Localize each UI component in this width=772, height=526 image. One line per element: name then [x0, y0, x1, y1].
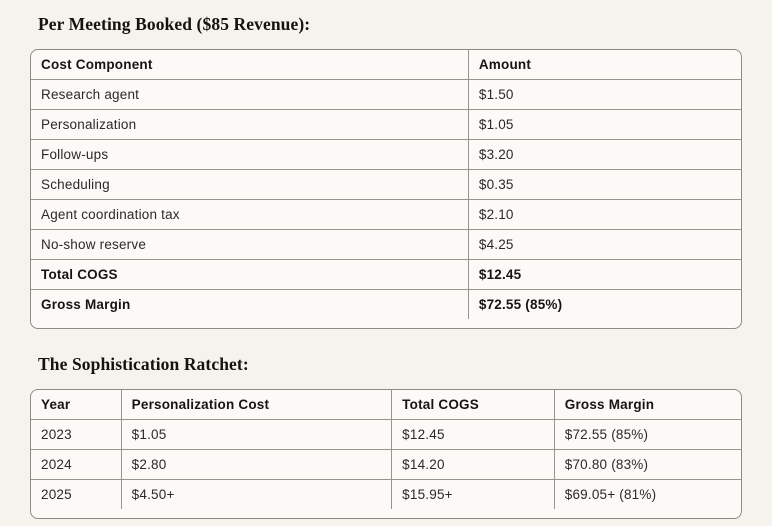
total-cogs-cell: $14.20 — [391, 449, 555, 480]
cost-breakdown-table-card: Cost Component Amount Research agent $1.… — [30, 49, 742, 329]
column-header-personalization-cost: Personalization Cost — [121, 390, 393, 420]
section-title-per-meeting-booked: Per Meeting Booked ($85 Revenue): — [38, 14, 311, 34]
amount-cell: $1.05 — [468, 109, 741, 140]
amount-cell: $1.50 — [468, 79, 741, 110]
cost-component-cell: Research agent — [31, 79, 469, 110]
column-header-year: Year — [31, 390, 122, 420]
cost-component-cell: Agent coordination tax — [31, 199, 469, 230]
sophistication-ratchet-table: Year Personalization Cost Total COGS Gro… — [31, 390, 741, 509]
amount-cell: $2.10 — [468, 199, 741, 230]
amount-cell: $0.35 — [468, 169, 741, 200]
table-row-2024: 2024 $2.80 $14.20 $70.80 (83%) — [31, 449, 741, 480]
table-row-total-cogs: Total COGS $12.45 — [31, 259, 741, 290]
total-cogs-cell: $12.45 — [391, 419, 555, 450]
column-header-total-cogs: Total COGS — [391, 390, 555, 420]
table-row: No-show reserve $4.25 — [31, 229, 741, 260]
year-cell: 2024 — [31, 449, 122, 480]
personalization-cost-cell: $4.50+ — [121, 479, 393, 509]
table-row-2023: 2023 $1.05 $12.45 $72.55 (85%) — [31, 419, 741, 450]
cost-component-cell: Total COGS — [31, 259, 469, 290]
table-row-gross-margin: Gross Margin $72.55 (85%) — [31, 289, 741, 319]
cost-breakdown-table: Cost Component Amount Research agent $1.… — [31, 50, 741, 319]
amount-cell: $12.45 — [468, 259, 741, 290]
table-row: Personalization $1.05 — [31, 109, 741, 140]
cost-component-cell: No-show reserve — [31, 229, 469, 260]
cost-component-cell: Personalization — [31, 109, 469, 140]
table-row: Research agent $1.50 — [31, 79, 741, 110]
table-row: Agent coordination tax $2.10 — [31, 199, 741, 230]
sophistication-ratchet-table-card: Year Personalization Cost Total COGS Gro… — [30, 389, 742, 519]
year-cell: 2025 — [31, 479, 122, 509]
gross-margin-cell: $70.80 (83%) — [554, 449, 741, 480]
cost-component-cell: Scheduling — [31, 169, 469, 200]
amount-cell: $72.55 (85%) — [478, 297, 563, 312]
table-header-row: Year Personalization Cost Total COGS Gro… — [31, 390, 741, 420]
table-row: Scheduling $0.35 — [31, 169, 741, 200]
table-row: Follow-ups $3.20 — [31, 139, 741, 170]
cost-component-cell: Follow-ups — [31, 139, 469, 170]
personalization-cost-cell: $2.80 — [121, 449, 393, 480]
personalization-cost-cell: $1.05 — [121, 419, 393, 450]
amount-cell: $3.20 — [468, 139, 741, 170]
column-header-amount: Amount — [468, 50, 741, 80]
table-row-2025: 2025 $4.50+ $15.95+ $69.05+ (81%) — [31, 479, 741, 509]
gross-margin-cell: $69.05+ (81%) — [564, 487, 657, 502]
column-header-gross-margin: Gross Margin — [554, 390, 741, 420]
amount-cell: $4.25 — [468, 229, 741, 260]
column-header-cost-component: Cost Component — [31, 50, 469, 80]
year-cell: 2023 — [31, 419, 122, 450]
gross-margin-cell: $72.55 (85%) — [554, 419, 741, 450]
table-header-row: Cost Component Amount — [31, 50, 741, 80]
total-cogs-cell: $15.95+ — [391, 479, 555, 509]
section-title-sophistication-ratchet: The Sophistication Ratchet: — [38, 354, 249, 374]
cost-component-cell: Gross Margin — [31, 289, 469, 319]
